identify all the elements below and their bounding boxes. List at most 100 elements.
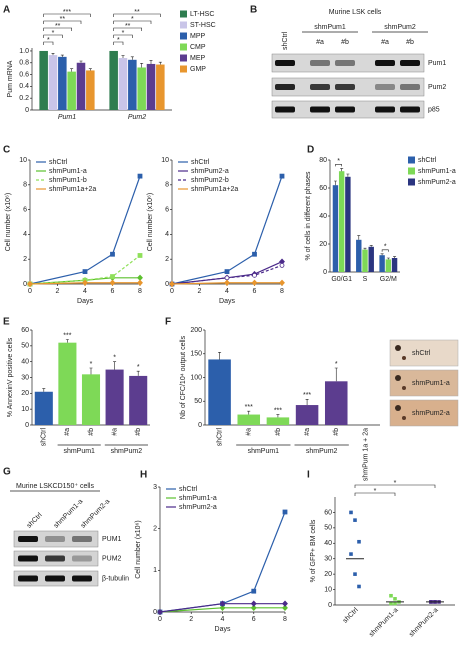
data-point xyxy=(393,597,397,601)
y-tick-label: 10 xyxy=(324,586,332,593)
legend-swatch xyxy=(180,21,187,29)
significance-label: *** xyxy=(63,9,71,16)
x-tick-label: #b xyxy=(88,428,95,436)
x-tick-label: 0 xyxy=(28,288,32,295)
y-tick-label: 8 xyxy=(23,182,27,189)
significance-label: *** xyxy=(245,404,253,411)
significance-label: * xyxy=(137,364,140,371)
panel-letter: C xyxy=(3,145,10,156)
marker xyxy=(224,275,230,281)
blot-band xyxy=(72,575,92,582)
blot-band xyxy=(375,106,395,113)
y-tick-label: 0.8 xyxy=(19,60,29,67)
colony xyxy=(395,375,401,381)
x-tick-label: 8 xyxy=(283,616,287,623)
error-bar xyxy=(340,168,344,172)
bar xyxy=(208,359,231,425)
y-tick-label: 50 xyxy=(194,398,202,405)
error-bar xyxy=(346,173,350,177)
error-bar xyxy=(89,367,93,375)
blot-band xyxy=(400,60,420,66)
legend-label: shmPum1-a xyxy=(49,168,87,175)
bar xyxy=(385,259,392,272)
bar xyxy=(368,246,374,272)
significance-label: * xyxy=(122,30,125,37)
bar xyxy=(128,59,137,110)
error-bar xyxy=(121,55,125,59)
panel-letter: I xyxy=(307,470,310,481)
blot-strip xyxy=(13,530,99,548)
lane-label: shCtrl xyxy=(282,31,289,50)
error-bar xyxy=(42,388,46,392)
marker xyxy=(27,280,33,288)
y-tick-label: 0 xyxy=(198,422,202,429)
y-tick-label: 8 xyxy=(165,182,169,189)
band-label: Pum1 xyxy=(428,60,446,67)
x-tick-label: shCtrl xyxy=(216,428,223,447)
y-tick-label: 0.2 xyxy=(19,95,29,102)
y-axis-label: Pum mRNA xyxy=(7,60,14,97)
x-tick-label: 4 xyxy=(221,616,225,623)
marker xyxy=(137,253,143,258)
x-tick-label: 0 xyxy=(170,288,174,295)
blot-band xyxy=(375,60,395,66)
group-label: shmPum1 xyxy=(63,448,95,455)
error-bar xyxy=(70,68,74,72)
line-series xyxy=(29,175,141,285)
error-bar xyxy=(305,399,309,406)
x-tick-label: 0 xyxy=(158,616,162,623)
blot-band xyxy=(275,60,295,66)
x-tick-label: shmPum2-a xyxy=(408,607,440,639)
marker xyxy=(137,173,143,179)
y-tick-label: 20 xyxy=(324,571,332,578)
y-tick-label: 0 xyxy=(153,609,157,616)
legend-swatch xyxy=(180,32,187,40)
y-tick-label: 200 xyxy=(190,327,202,334)
marker xyxy=(250,604,257,612)
blot-title: Murine LSKCD150⁺ cells xyxy=(16,483,95,490)
group-label: shmPum1 xyxy=(248,448,280,455)
x-tick-label: 6 xyxy=(253,288,257,295)
y-axis-label: Nb of CFC/10⁴ output cells xyxy=(180,335,187,419)
blot-band xyxy=(72,536,92,542)
significance-label: *** xyxy=(63,332,71,339)
y-tick-label: 0 xyxy=(23,281,27,288)
x-tick-label: shmPum1-a xyxy=(368,607,400,639)
significance-label: ** xyxy=(55,23,61,30)
error-bar xyxy=(363,247,367,250)
x-tick-label: G0/G1 xyxy=(331,276,352,283)
y-tick-label: 50 xyxy=(324,525,332,532)
x-axis-label: Days xyxy=(219,298,235,305)
y-tick-label: 60 xyxy=(324,509,332,516)
data-point xyxy=(389,593,393,598)
bar xyxy=(109,50,118,110)
significance-bracket xyxy=(113,27,142,31)
significance-bracket xyxy=(113,41,124,45)
y-tick-label: 6 xyxy=(165,206,169,213)
group-label: shmPum2 xyxy=(111,448,143,455)
marker xyxy=(219,604,226,612)
image-label: shmPum1-a xyxy=(412,380,450,387)
x-tick-label: 6 xyxy=(252,616,256,623)
lane-label: #b xyxy=(406,39,414,46)
legend-swatch xyxy=(180,10,187,18)
significance-bracket xyxy=(354,492,396,496)
significance-label: * xyxy=(374,488,377,495)
blot-band xyxy=(310,60,330,66)
y-tick-label: 6 xyxy=(23,206,27,213)
significance-bracket xyxy=(381,249,389,252)
blot-band xyxy=(275,84,295,90)
blot-band xyxy=(18,555,38,562)
error-bar xyxy=(357,235,361,240)
error-bar xyxy=(369,245,373,247)
colony xyxy=(402,386,406,390)
group-label: shmPum2 xyxy=(306,448,338,455)
legend-label: shmPum2-a xyxy=(191,168,229,175)
marker xyxy=(251,588,257,594)
x-tick-label: shCtrl xyxy=(41,428,48,447)
significance-label: * xyxy=(335,361,338,368)
legend-label: shmPum2-a xyxy=(179,504,217,511)
panel-letter: G xyxy=(3,467,11,478)
line-series xyxy=(159,511,286,613)
